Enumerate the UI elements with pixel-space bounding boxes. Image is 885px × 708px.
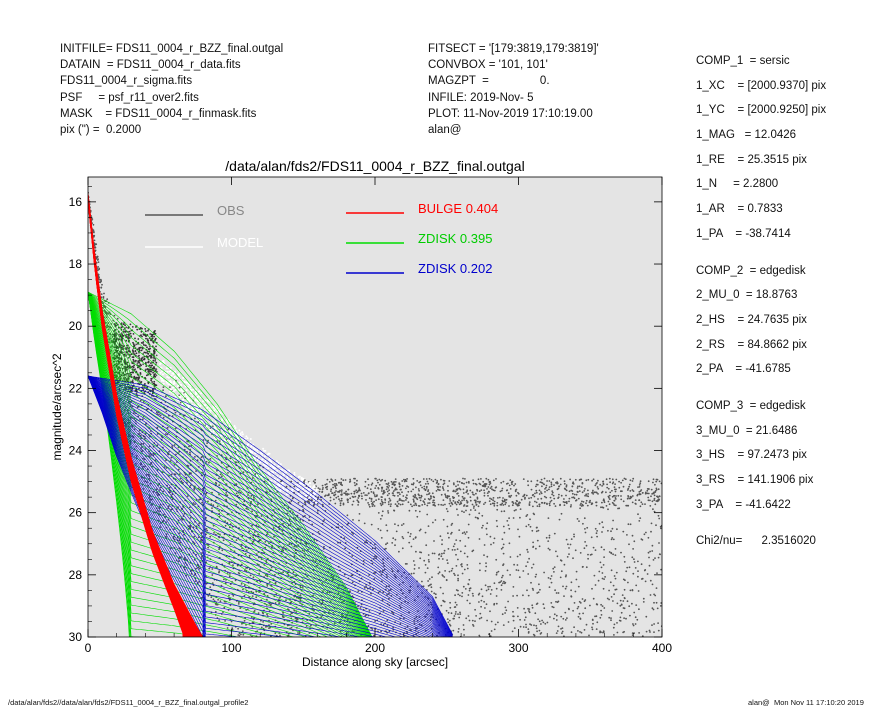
footer-path: /data/alan/fds2//data/alan/fds2/FDS11_00… <box>8 698 249 707</box>
y-tick-label: 16 <box>69 195 83 209</box>
header-value: FDS11_0004_r_sigma.fits <box>60 75 193 88</box>
header-middle-block: FITSECT = '[179:3819,179:3819]' CONVBOX =… <box>428 41 599 138</box>
legend-name: OBS <box>217 203 245 218</box>
legend-value: 0.202 <box>460 261 493 276</box>
header-middle-line: FITSECT = '[179:3819,179:3819]' <box>428 43 599 55</box>
fit-parameter-line: 1_MAG = 12.0426 <box>696 129 797 142</box>
fit-parameter-line: 1_YC = [2000.9250] pix <box>696 104 827 117</box>
x-tick-label: 400 <box>652 641 672 655</box>
legend-name: ZDISK <box>418 261 457 276</box>
legend-value: 0.395 <box>460 231 493 246</box>
x-tick-label: 300 <box>508 641 528 655</box>
fit-parameter-line: 3_RS = 141.1906 pix <box>696 474 814 486</box>
legend-name: ZDISK <box>418 231 457 246</box>
fit-parameter-line: 2_RS = 84.8662 pix <box>696 338 807 351</box>
header-left-block: INITFILE= FDS11_0004_r_BZZ_final.outgal D… <box>60 41 283 138</box>
y-tick-label: 20 <box>69 319 83 333</box>
header-left-line: INITFILE= FDS11_0004_r_BZZ_final.outgal <box>60 41 283 57</box>
fit-parameter-line: 3_HS = 97.2473 pix <box>696 449 807 462</box>
y-tick-label: 22 <box>69 381 83 395</box>
fit-parameter-line: 1_N = 2.2800 <box>696 178 779 191</box>
x-tick-label: 100 <box>221 641 241 655</box>
fit-parameter-line: 1_XC = [2000.9370] pix <box>696 79 827 92</box>
fit-parameter-line: COMP_1 = sersic <box>696 55 790 67</box>
fit-parameter-line: 3_PA = -41.6422 <box>696 498 791 511</box>
series-zdisk-2 <box>88 375 453 637</box>
header-key: INITFILE= <box>60 43 116 55</box>
legend-value: 0.404 <box>466 201 499 216</box>
header-left-line: pix (") = 0.2000 <box>60 122 283 138</box>
header-middle-line: INFILE: 2019-Nov- 5 <box>428 91 534 104</box>
header-value: 0.2000 <box>105 123 142 136</box>
fit-parameter-line: 1_PA = -38.7414 <box>696 227 791 240</box>
legend-label-1: MODEL <box>217 235 263 250</box>
header-left-line: DATAIN = FDS11_0004_r_data.fits <box>60 57 283 73</box>
fit-parameter-line: COMP_3 = edgedisk <box>696 399 806 412</box>
legend-name: BULGE <box>418 201 462 216</box>
header-left-line: FDS11_0004_r_sigma.fits <box>60 73 283 89</box>
header-left-line: PSF = psf_r11_over2.fits <box>60 90 283 106</box>
fit-parameter-line: 1_AR = 0.7833 <box>696 203 783 216</box>
axes-layer: 0 100 200 300 400 16 18 20 22 24 26 28 30 <box>69 177 672 655</box>
chi2-value: Chi2/nu= 2.3516020 <box>696 535 816 548</box>
legend-label-2: BULGE 0.404 <box>418 201 498 216</box>
chart-title: /data/alan/fds2/FDS11_0004_r_BZZ_final.o… <box>225 158 524 174</box>
header-key: MASK = <box>60 107 116 120</box>
plot-data-layer <box>88 191 662 637</box>
y-tick-label: 24 <box>69 444 83 458</box>
fit-parameter-line: COMP_2 = edgedisk <box>696 264 806 277</box>
y-axis-label: magnitude/arcsec^2 <box>50 353 64 460</box>
x-tick-label: 200 <box>365 641 385 655</box>
fit-parameter-line: 3_MU_0 = 21.6486 <box>696 424 798 437</box>
fit-parameter-line: 2_PA = -41.6785 <box>696 363 791 376</box>
header-key: PSF = <box>60 91 109 104</box>
x-axis-label: Distance along sky [arcsec] <box>302 655 448 669</box>
header-value: FDS11_0004_r_finmask.fits <box>115 107 257 120</box>
x-tick-label: 0 <box>85 641 92 655</box>
header-middle-line: PLOT: 11-Nov-2019 17:10:19.00 <box>428 107 593 120</box>
fit-parameter-line: 2_MU_0 = 18.8763 <box>696 289 798 302</box>
legend-label-0: OBS <box>217 203 245 218</box>
y-tick-label: 30 <box>69 630 83 644</box>
header-middle-line: CONVBOX = '101, 101' <box>428 59 548 72</box>
series-bulge-0 <box>88 192 204 637</box>
header-key: DATAIN = <box>60 59 117 72</box>
fit-parameter-line: 2_HS = 24.7635 pix <box>696 313 807 326</box>
header-key: pix (") = <box>60 123 106 136</box>
footer-timestamp: alan@ Mon Nov 11 17:10:20 2019 <box>748 698 864 707</box>
legend-name: MODEL <box>217 235 263 250</box>
y-tick-label: 18 <box>69 257 83 271</box>
fit-parameter-line: 1_RE = 25.3515 pix <box>696 153 807 166</box>
header-middle-line: MAGZPT = 0. <box>428 75 550 88</box>
legend-label-3: ZDISK 0.395 <box>418 231 492 246</box>
fit-parameters-block: COMP_1 = sersic 1_XC = [2000.9370] pix 1_Y… <box>696 49 826 554</box>
header-value: FDS11_0004_r_BZZ_final.outgal <box>115 43 284 55</box>
legend-label-4: ZDISK 0.202 <box>418 261 492 276</box>
y-tick-label: 26 <box>69 506 83 520</box>
header-value: FDS11_0004_r_data.fits <box>116 59 241 72</box>
header-value: psf_r11_over2.fits <box>108 91 199 104</box>
y-tick-label: 28 <box>69 568 83 582</box>
header-left-line: MASK = FDS11_0004_r_finmask.fits <box>60 106 283 122</box>
header-middle-line: alan@ <box>428 123 462 136</box>
